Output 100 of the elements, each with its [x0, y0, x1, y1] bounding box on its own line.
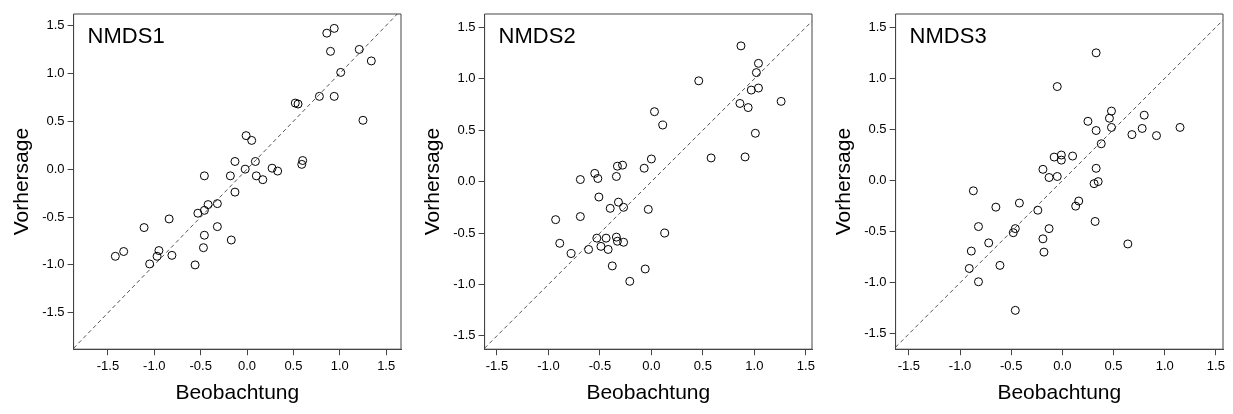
- y-tick-label: -1.5: [42, 304, 65, 320]
- point: [566, 249, 576, 259]
- y-tick-label: 0.0: [457, 173, 476, 189]
- point: [1175, 122, 1185, 132]
- point: [736, 41, 746, 51]
- point: [1008, 228, 1018, 238]
- point: [619, 237, 629, 247]
- point: [152, 251, 162, 261]
- point: [329, 91, 339, 101]
- point: [1052, 82, 1062, 92]
- point: [1106, 106, 1116, 116]
- point: [964, 263, 974, 273]
- point: [753, 83, 763, 93]
- point: [199, 205, 209, 215]
- point: [193, 208, 203, 218]
- point: [593, 174, 603, 184]
- y-tick-label: 0.0: [46, 160, 65, 176]
- y-tick-label: 1.5: [457, 18, 476, 34]
- point: [212, 199, 222, 209]
- point: [751, 68, 761, 78]
- point: [1089, 179, 1099, 189]
- point: [625, 276, 635, 286]
- point: [322, 28, 332, 38]
- x-tick-label: -0.5: [1000, 357, 1023, 373]
- point: [336, 67, 346, 77]
- point: [968, 186, 978, 196]
- point: [251, 171, 261, 181]
- y-tick-label: 1.5: [46, 17, 65, 33]
- point: [611, 232, 621, 242]
- point: [1068, 151, 1078, 161]
- point: [612, 161, 622, 171]
- point: [607, 261, 617, 271]
- x-tick-label: 1.0: [330, 357, 349, 373]
- point: [154, 246, 164, 256]
- y-tick-label: 0.5: [46, 112, 65, 128]
- y-axis-title: Vorhersage: [831, 127, 855, 236]
- point: [358, 115, 368, 125]
- point: [366, 56, 376, 66]
- y-tick-label: 0.0: [868, 172, 887, 188]
- point: [1038, 234, 1048, 244]
- point: [199, 230, 209, 240]
- x-tick-label: -1.0: [143, 357, 166, 373]
- point: [1056, 155, 1066, 165]
- point: [1091, 126, 1101, 135]
- point: [230, 187, 240, 197]
- point: [1106, 122, 1116, 132]
- point: [575, 175, 585, 185]
- x-tick-label: -0.5: [588, 357, 612, 373]
- point: [735, 98, 745, 108]
- point: [575, 212, 585, 222]
- x-tick-label: -1.5: [485, 357, 509, 373]
- point: [1137, 123, 1147, 133]
- point: [973, 222, 983, 232]
- y-tick-label: 1.0: [457, 70, 476, 86]
- point: [743, 103, 753, 113]
- y-tick-label: -1.5: [453, 327, 476, 343]
- point: [1038, 164, 1048, 174]
- point: [605, 203, 615, 213]
- point: [139, 223, 149, 233]
- point: [776, 96, 786, 106]
- point: [225, 171, 235, 181]
- point: [753, 58, 763, 68]
- y-tick-label: 1.0: [868, 69, 887, 85]
- point: [649, 107, 659, 117]
- y-tick-label: -0.5: [42, 208, 65, 224]
- y-tick-label: 0.5: [868, 121, 887, 137]
- point: [995, 260, 1005, 270]
- x-tick-label: 0.5: [1104, 357, 1123, 373]
- point: [746, 85, 756, 95]
- point: [230, 156, 240, 166]
- point: [1071, 201, 1081, 211]
- point: [203, 200, 213, 210]
- point: [1096, 139, 1106, 149]
- point: [611, 171, 621, 181]
- y-axis-title: Vorhersage: [420, 127, 444, 236]
- x-tick-label: 0.0: [642, 357, 661, 373]
- point: [198, 243, 208, 253]
- y-tick-label: -0.5: [453, 224, 476, 240]
- point: [694, 76, 704, 86]
- point: [603, 244, 613, 254]
- point: [119, 247, 129, 257]
- point: [1123, 239, 1133, 249]
- point: [1090, 216, 1100, 226]
- point: [590, 168, 600, 178]
- point: [740, 152, 750, 162]
- point: [1139, 110, 1149, 120]
- point: [326, 46, 336, 56]
- y-tick-label: -1.5: [864, 325, 887, 341]
- x-tick-label: 0.5: [284, 357, 303, 373]
- point: [273, 166, 283, 176]
- point: [643, 204, 653, 214]
- point: [258, 175, 268, 185]
- x-tick-label: 0.0: [238, 357, 257, 373]
- point: [250, 156, 260, 166]
- point: [1104, 113, 1114, 123]
- y-tick-label: -0.5: [864, 223, 887, 239]
- point: [1152, 131, 1161, 141]
- x-tick-label: 1.0: [1155, 357, 1174, 373]
- point: [1014, 198, 1024, 208]
- x-tick-label: 0.0: [1053, 357, 1072, 373]
